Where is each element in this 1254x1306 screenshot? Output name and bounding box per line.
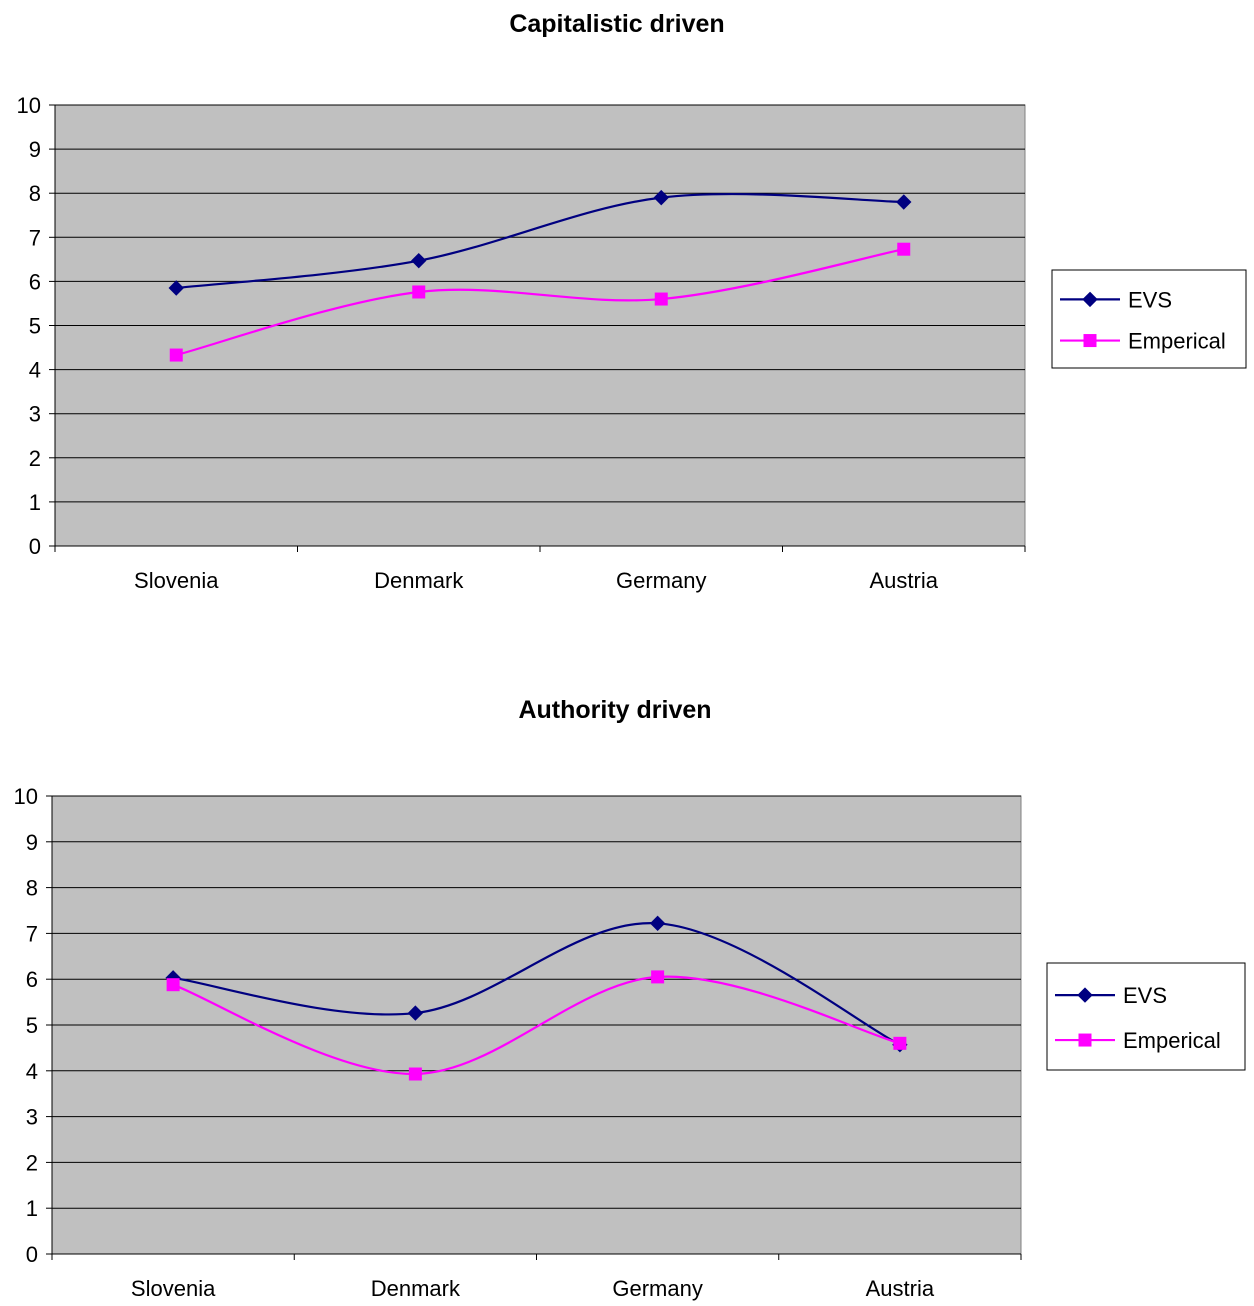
- data-point-emperical: [654, 292, 668, 306]
- legend: EVS Emperical: [1046, 962, 1246, 1071]
- x-tick-label: Denmark: [371, 1276, 461, 1301]
- y-tick-label: 0: [26, 1242, 38, 1267]
- legend-marker-evs: [1082, 291, 1098, 308]
- data-point-emperical: [893, 1036, 907, 1050]
- x-tick-label: Germany: [616, 568, 706, 593]
- legend-label-emperical: Emperical: [1123, 1028, 1221, 1053]
- y-tick-label: 7: [26, 921, 38, 946]
- y-tick-label: 5: [29, 314, 41, 339]
- y-tick-label: 10: [17, 93, 41, 118]
- y-tick-label: 9: [29, 137, 41, 162]
- data-point-emperical: [166, 978, 180, 992]
- y-tick-label: 6: [29, 269, 41, 294]
- x-tick-label: Germany: [612, 1276, 702, 1301]
- legend-label-evs: EVS: [1123, 983, 1167, 1008]
- data-point-evs: [168, 280, 184, 296]
- series-line-evs: [172, 922, 901, 1046]
- series-line-emperical: [172, 975, 901, 1076]
- series-line-evs: [176, 192, 904, 290]
- chart-title: Capitalistic driven: [509, 10, 724, 38]
- data-point-emperical: [169, 348, 183, 362]
- y-tick-label: 2: [29, 446, 41, 471]
- y-tick-label: 9: [26, 830, 38, 855]
- data-point-evs: [407, 1005, 424, 1021]
- y-tick-label: 4: [26, 1059, 38, 1084]
- legend-marker-evs: [1077, 987, 1093, 1003]
- x-tick-label: Slovenia: [131, 1276, 216, 1301]
- y-tick-label: 2: [26, 1150, 38, 1175]
- legend-label-evs: EVS: [1128, 287, 1172, 312]
- y-tick-label: 1: [29, 490, 41, 515]
- legend-box: [1051, 269, 1247, 369]
- data-point-evs: [649, 915, 666, 932]
- chart-authority-driven: Authority driven 0 1 2 3 4 5 6 7 8 9 10 Slovenia Denm…: [14, 696, 1246, 1301]
- data-point-emperical: [651, 970, 665, 984]
- y-tick-label: 8: [26, 876, 38, 901]
- chart-title: Authority driven: [518, 696, 711, 724]
- y-tick-label: 5: [26, 1013, 38, 1038]
- legend-marker-emperical: [1078, 1033, 1092, 1047]
- y-tick-label: 3: [29, 402, 41, 427]
- y-tick-label: 3: [26, 1105, 38, 1130]
- y-tick-label: 0: [29, 534, 41, 559]
- x-tick-label: Slovenia: [134, 568, 219, 593]
- chart-capitalistic-driven: Capitalistic driven 0 1 2 3 4 5 6 7 8 9 10 Slovenia D…: [17, 10, 1247, 593]
- data-point-emperical: [408, 1067, 422, 1081]
- data-point-evs: [411, 252, 427, 269]
- legend: EVS Emperical: [1051, 269, 1247, 369]
- x-tick-label: Denmark: [374, 568, 464, 593]
- data-point-emperical: [897, 242, 911, 256]
- y-tick-label: 7: [29, 225, 41, 250]
- data-point-evs: [653, 189, 669, 206]
- y-tick-label: 4: [29, 358, 41, 383]
- y-tick-label: 1: [26, 1196, 38, 1221]
- x-tick-label: Austria: [870, 568, 939, 593]
- y-tick-label: 10: [14, 784, 38, 809]
- legend-label-emperical: Emperical: [1128, 329, 1226, 354]
- y-tick-label: 6: [26, 967, 38, 992]
- series-line-emperical: [175, 248, 904, 357]
- data-point-emperical: [412, 285, 426, 299]
- x-tick-label: Austria: [866, 1276, 935, 1301]
- y-tick-label: 8: [29, 181, 41, 206]
- legend-box: [1046, 962, 1246, 1071]
- legend-marker-emperical: [1083, 334, 1097, 348]
- data-point-evs: [896, 194, 912, 210]
